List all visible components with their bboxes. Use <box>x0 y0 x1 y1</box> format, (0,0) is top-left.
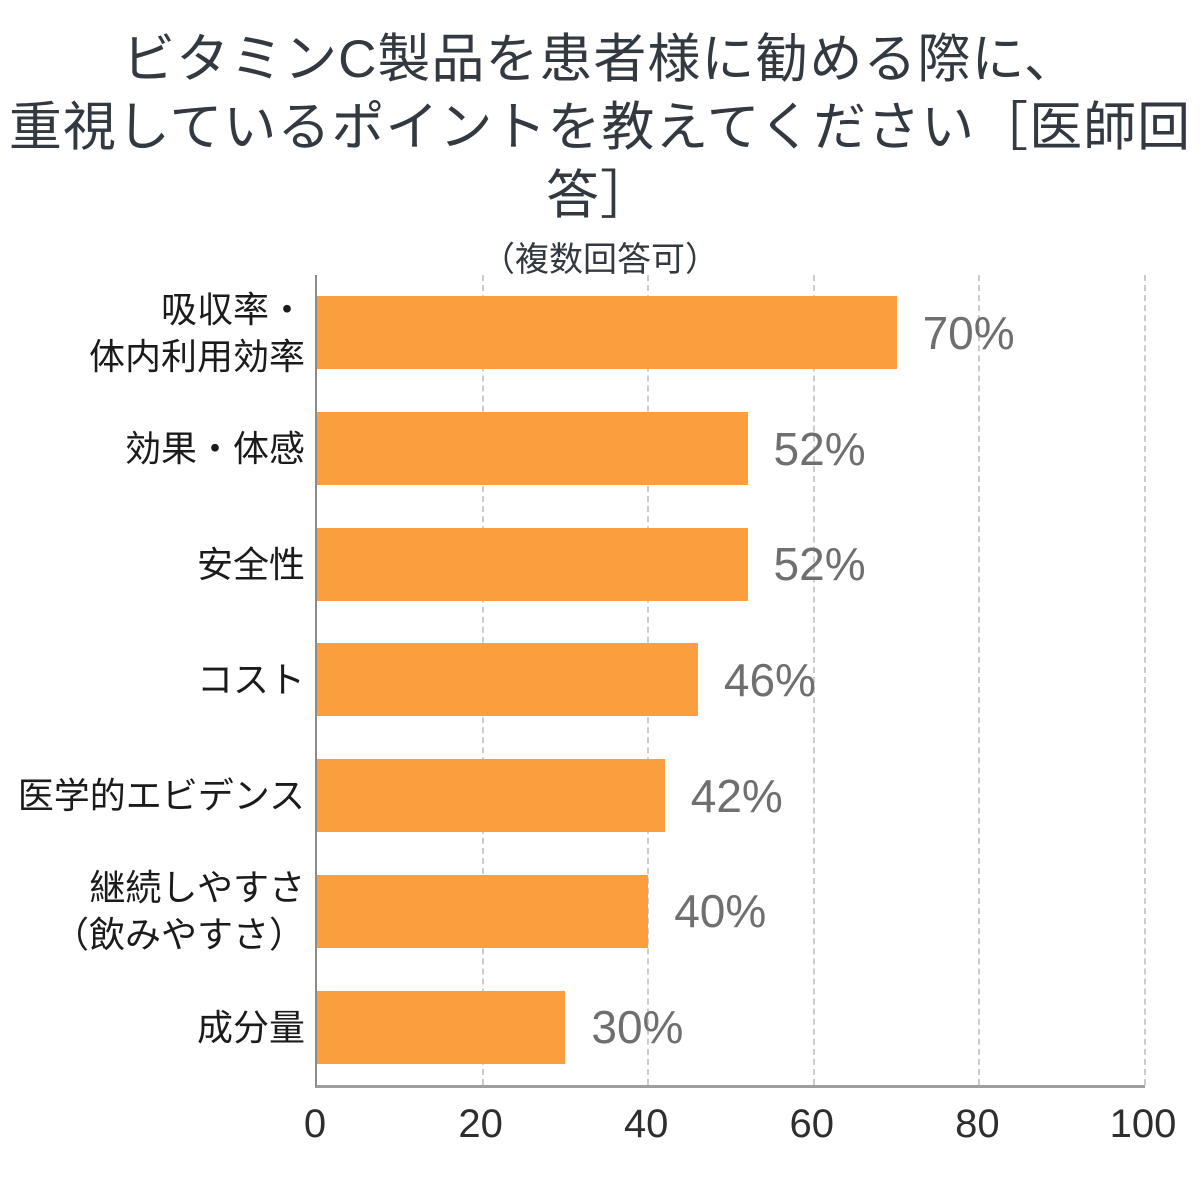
bar-row: 52% <box>317 506 1145 622</box>
chart-title-line1: ビタミンC製品を患者様に勧める際に、 <box>122 30 1078 89</box>
x-tick-0: 0 <box>303 1102 327 1146</box>
bar-row: 70% <box>317 275 1145 391</box>
bar-chart: 吸収率・ 体内利用効率 効果・体感 安全性 コスト 医学的エビデンス 継続しやす… <box>0 275 1200 1175</box>
bar-ingredient-amount <box>317 990 566 1064</box>
value-label: 70% <box>922 306 1015 359</box>
value-label: 42% <box>690 769 783 822</box>
category-label-safety: 安全性 <box>196 543 305 585</box>
bar-continuity <box>317 874 649 948</box>
category-label-evidence: 医学的エビデンス <box>17 775 305 817</box>
gridline-60 <box>812 275 815 1085</box>
category-label-ingredient-amount: 成分量 <box>196 1006 305 1048</box>
chart-subtitle: （複数回答可） <box>481 241 719 279</box>
bar-row: 30% <box>317 969 1145 1085</box>
category-label-absorption: 吸収率・ 体内利用効率 <box>88 288 305 377</box>
category-label-continuity: 継続しやすさ （飲みやすさ） <box>52 867 305 956</box>
gridline-100 <box>1144 275 1146 1085</box>
x-axis: 0 20 40 60 80 100 <box>304 1088 1177 1168</box>
bar-row: 42% <box>317 738 1145 854</box>
chart-title: ビタミンC製品を患者様に勧める際に、 重視しているポイントを教えてください［医師… <box>0 0 1200 282</box>
value-label: 46% <box>723 653 816 706</box>
value-label: 52% <box>773 422 866 475</box>
chart-title-line2: 重視しているポイントを教えてください［医師回答］ <box>8 98 1192 225</box>
bar-row: 40% <box>317 854 1145 970</box>
x-tick-20: 20 <box>458 1102 503 1146</box>
bar-safety <box>317 527 748 601</box>
value-label: 30% <box>591 1001 684 1054</box>
bar-effect <box>317 412 748 486</box>
value-label: 40% <box>674 885 767 938</box>
bar-row: 52% <box>317 391 1145 507</box>
x-tick-80: 80 <box>955 1102 1000 1146</box>
bar-cost <box>317 643 698 717</box>
plot-area: 70% 52% 52% 46% 42% 40% <box>315 275 1146 1088</box>
bar-row: 46% <box>317 622 1145 738</box>
value-label: 52% <box>773 538 866 591</box>
x-tick-60: 60 <box>789 1102 835 1146</box>
x-tick-40: 40 <box>623 1102 669 1146</box>
gridline-80 <box>978 275 981 1085</box>
category-label-cost: コスト <box>196 659 305 701</box>
x-tick-100: 100 <box>1109 1102 1177 1146</box>
category-axis: 吸収率・ 体内利用効率 効果・体感 安全性 コスト 医学的エビデンス 継続しやす… <box>0 275 305 1085</box>
category-label-effect: 効果・体感 <box>124 428 305 470</box>
bar-evidence <box>317 759 665 833</box>
bar-absorption <box>317 296 897 370</box>
